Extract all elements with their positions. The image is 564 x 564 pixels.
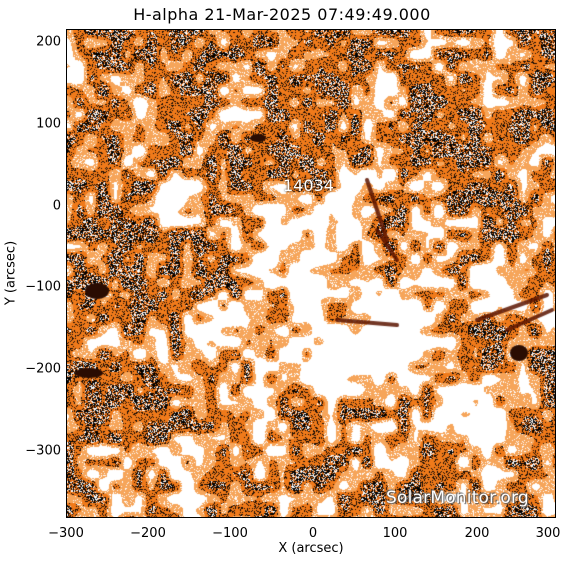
y-tick-label: 0 (52, 198, 61, 214)
solar-image-frame (66, 29, 556, 518)
y-tick-label: −100 (25, 279, 61, 295)
x-tick-label: −200 (130, 526, 166, 541)
h-alpha-solar-image (67, 30, 555, 517)
y-axis-label: Y (arcsec) (3, 240, 19, 306)
x-tick-label: −100 (212, 526, 248, 541)
y-tick-label: −200 (25, 361, 61, 377)
y-tick-label: 200 (36, 34, 61, 50)
y-tick-label: −300 (25, 443, 61, 459)
x-tick-label: −300 (48, 526, 84, 541)
x-tick-label: 100 (382, 526, 408, 541)
plot-title: H-alpha 21-Mar-2025 07:49:49.000 (133, 5, 431, 24)
active-region-label: 14034 (283, 176, 334, 195)
solarmonitor-watermark: SolarMonitor.org (386, 488, 529, 508)
x-axis-label: X (arcsec) (278, 541, 344, 556)
x-tick-label: 0 (308, 526, 318, 541)
x-tick-label: 200 (464, 526, 490, 541)
y-tick-label: 100 (36, 116, 61, 132)
x-tick-label: 300 (535, 526, 561, 541)
